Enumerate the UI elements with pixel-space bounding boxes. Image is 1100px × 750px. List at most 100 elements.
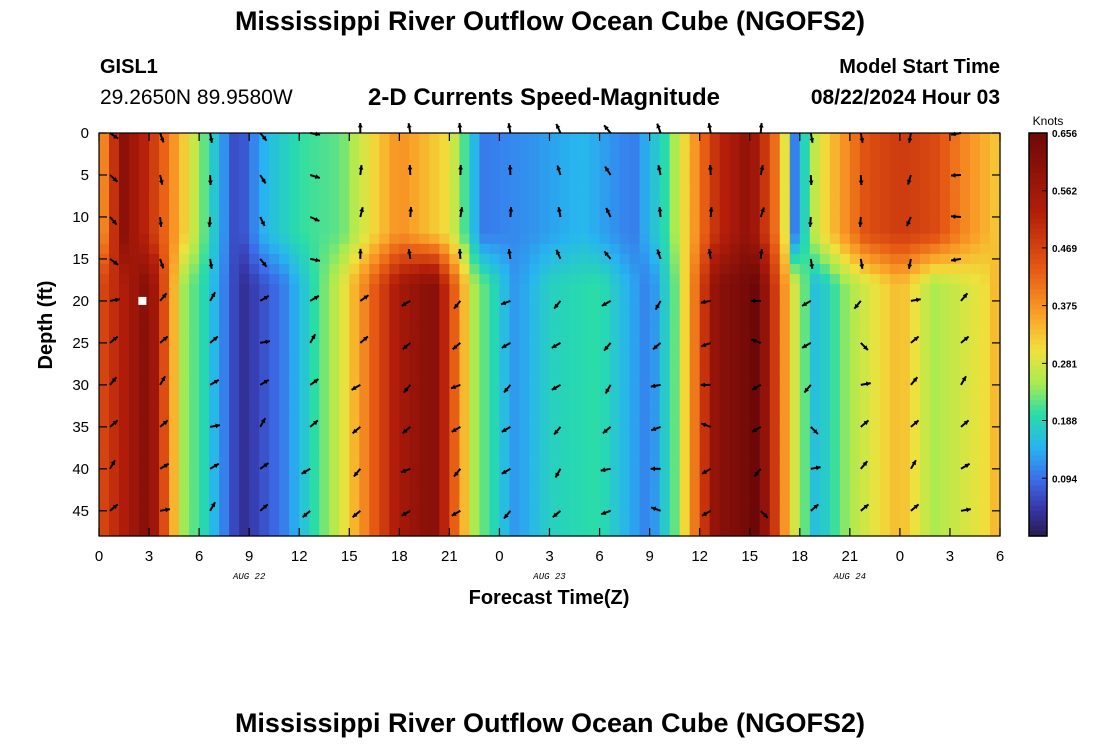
current-vector (556, 165, 562, 176)
heatmap-cell (579, 505, 591, 517)
heatmap-cell (649, 173, 661, 184)
heatmap-cell (939, 193, 951, 205)
heatmap-cell (749, 163, 761, 174)
current-vector (359, 207, 364, 218)
heatmap-cell (199, 263, 210, 275)
heatmap-cell (559, 223, 571, 235)
heatmap-cell (119, 405, 130, 416)
heatmap-cell (379, 203, 390, 215)
heatmap-cell (439, 374, 450, 386)
heatmap-cell (679, 173, 691, 184)
heatmap-cell (269, 274, 280, 285)
heatmap-cell (429, 354, 440, 366)
colorbar-segment (1029, 384, 1047, 391)
heatmap-cell (149, 374, 160, 386)
heatmap-cell (869, 394, 881, 406)
heatmap-cell (839, 334, 851, 346)
heatmap-cell (979, 394, 991, 406)
heatmap-cell (269, 203, 280, 215)
heatmap-cell (99, 163, 110, 174)
heatmap-cell (389, 294, 400, 305)
heatmap-cell (469, 425, 481, 436)
heatmap-cell (139, 284, 150, 295)
heatmap-cell (759, 223, 771, 235)
heatmap-cell (219, 505, 230, 517)
heatmap-cell (589, 455, 601, 467)
heatmap-cell (229, 465, 240, 477)
heatmap-cell (479, 405, 491, 416)
heatmap-cell (909, 173, 921, 184)
heatmap-cell (669, 384, 681, 396)
heatmap-cell (329, 223, 340, 235)
heatmap-cell (989, 173, 1001, 184)
heatmap-cell (379, 253, 390, 265)
heatmap-cell (789, 384, 801, 396)
heatmap-cell (839, 133, 851, 144)
heatmap-cell (119, 163, 130, 174)
heatmap-cell (179, 253, 190, 265)
heatmap-cell (239, 274, 250, 285)
colorbar-segment (1029, 480, 1047, 487)
heatmap-cell (189, 133, 200, 144)
heatmap-cell (229, 203, 240, 215)
heatmap-cell (959, 153, 971, 164)
heatmap-cell (839, 394, 851, 406)
heatmap-cell (419, 243, 430, 255)
heatmap-cell (249, 263, 260, 275)
heatmap-cell (709, 243, 721, 255)
heatmap-cell (389, 475, 400, 487)
heatmap-cell (259, 485, 270, 497)
heatmap-cell (429, 384, 440, 396)
heatmap-cell (629, 364, 641, 376)
heatmap-cell (379, 465, 390, 477)
current-vector (309, 333, 317, 344)
heatmap-cell (369, 445, 380, 456)
heatmap-cell (899, 515, 911, 527)
heatmap-cell (689, 274, 701, 285)
heatmap-cell (389, 243, 400, 255)
heatmap-cell (629, 253, 641, 265)
heatmap-cell (839, 354, 851, 366)
heatmap-cell (339, 515, 350, 527)
heatmap-cell (649, 183, 661, 195)
heatmap-cell (609, 243, 621, 255)
heatmap-cell (329, 415, 340, 426)
current-vector (650, 383, 661, 389)
heatmap-cell (569, 515, 581, 527)
heatmap-cell (689, 133, 701, 144)
heatmap-cell (519, 253, 531, 265)
heatmap-cell (359, 435, 370, 446)
heatmap-cell (319, 415, 330, 426)
heatmap-cell (239, 465, 250, 477)
heatmap-cell (119, 253, 130, 265)
heatmap-cell (789, 133, 801, 144)
heatmap-cell (209, 274, 220, 285)
heatmap-cell (939, 263, 951, 275)
heatmap-cell (499, 193, 511, 205)
heatmap-cell (939, 495, 951, 507)
heatmap-cell (349, 183, 360, 195)
heatmap-cell (469, 354, 481, 366)
heatmap-cell (469, 405, 481, 416)
heatmap-cell (639, 445, 651, 456)
current-vector (402, 426, 411, 435)
current-vector (453, 468, 462, 478)
heatmap-cell (979, 374, 991, 386)
heatmap-cell (249, 505, 260, 517)
heatmap-cell (599, 334, 611, 346)
current-vector (700, 422, 712, 428)
heatmap-cell (519, 354, 531, 366)
heatmap-cell (239, 213, 250, 225)
heatmap-cell (909, 364, 921, 376)
heatmap-cell (169, 344, 180, 356)
heatmap-cell (399, 435, 410, 446)
heatmap-cell (709, 435, 721, 446)
chart-title: Mississippi River Outflow Ocean Cube (NG… (234, 6, 866, 36)
heatmap-cell (379, 344, 390, 356)
heatmap-cell (779, 284, 791, 295)
heatmap-cell (219, 143, 230, 154)
heatmap-cell (289, 485, 300, 497)
heatmap-cell (219, 163, 230, 174)
heatmap-cell (119, 213, 130, 225)
heatmap-cell (719, 294, 731, 305)
